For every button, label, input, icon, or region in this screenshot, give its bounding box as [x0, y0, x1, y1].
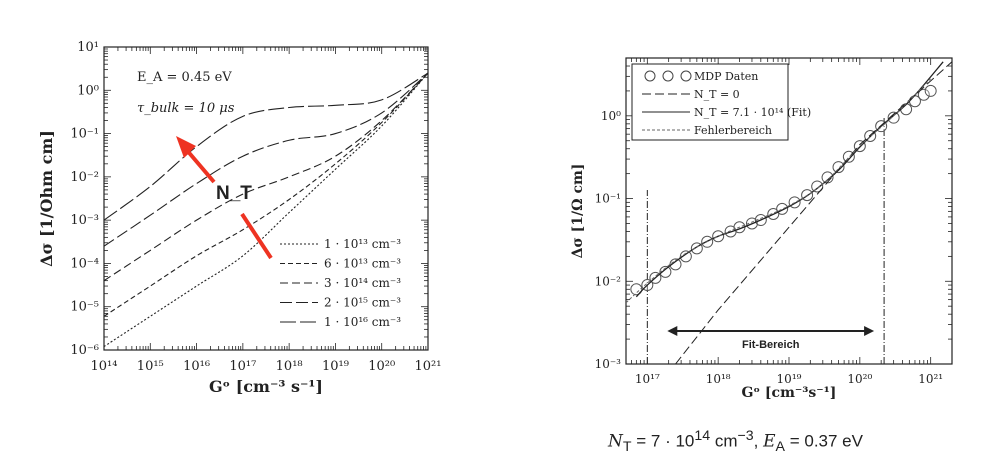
left-annotation-tau: τ_bulk = 10 μs	[137, 101, 235, 116]
right-data-point	[832, 161, 845, 174]
left-y-tick-label: 10⁻¹	[70, 127, 99, 142]
caption-nt: N	[608, 431, 623, 452]
right-series-line-1	[675, 61, 952, 364]
right-y-tick-label: 10⁻³	[595, 357, 622, 371]
right-legend: MDP Daten N_T = 0 N_T = 7.1 · 10¹⁴ (Fit) Fe…	[631, 63, 811, 141]
right-x-tick-label: 10¹⁹	[777, 372, 802, 386]
caption-nt-unit-exp: −3	[737, 428, 754, 444]
left-x-tick-label: 10¹⁴	[91, 359, 118, 374]
left-legend-label-3: 2 · 10¹⁵ cm⁻³	[324, 296, 401, 310]
right-legend-label-2: N_T = 7.1 · 10¹⁴ (Fit)	[694, 106, 811, 119]
right-panel: 10¹⁷ 10¹⁸ 10¹⁹ 10²⁰ 10²¹ 10⁻³ 10⁻² 10⁻¹ 10⁰ Gᵒ [c…	[570, 57, 953, 401]
left-ticks	[103, 46, 429, 351]
right-legend-marker	[662, 70, 674, 82]
right-series-line-3	[626, 78, 932, 304]
left-x-tick-label: 10¹⁷	[229, 359, 256, 374]
caption-nt-value: = 7 · 10	[631, 431, 695, 451]
left-x-tick-label: 10¹⁹	[322, 359, 349, 374]
left-annotation-nt: N_T	[216, 183, 252, 204]
right-x-tick-label: 10²⁰	[847, 372, 872, 386]
left-series-line-0	[104, 72, 428, 348]
left-y-tick-label: 10⁻³	[70, 213, 99, 228]
nt-arrow-lower-segment	[240, 212, 273, 260]
left-y-tick-label: 10⁻⁶	[70, 343, 99, 358]
right-data-point	[887, 111, 900, 124]
left-x-tick-label: 10²¹	[415, 359, 442, 374]
left-legend-label-0: 1 · 10¹³ cm⁻³	[324, 237, 401, 251]
left-y-axis-label: Δσ [1/Ohm cm]	[37, 130, 56, 267]
right-legend-marker	[680, 70, 692, 82]
nt-arrow	[176, 136, 273, 260]
right-data-point	[811, 180, 824, 193]
left-legend-label-2: 3 · 10¹⁴ cm⁻³	[324, 276, 401, 290]
caption-sep: ,	[753, 431, 764, 451]
left-y-tick-label: 10⁰	[77, 83, 99, 98]
right-legend-label-1: N_T = 0	[694, 88, 740, 101]
right-plot-area	[626, 61, 952, 364]
left-x-tick-label: 10¹⁵	[137, 359, 164, 374]
right-data-point	[669, 258, 682, 271]
caption-ea: E	[763, 431, 776, 452]
caption-nt-sub: T	[622, 439, 632, 456]
caption-ea-sub: A	[775, 439, 785, 456]
left-y-tick-label: 10⁻⁵	[70, 300, 99, 315]
right-legend-label-0: MDP Daten	[694, 70, 758, 83]
right-data-point	[659, 265, 672, 278]
right-x-tick-label: 10¹⁸	[706, 372, 731, 386]
right-data-point	[924, 84, 937, 97]
nt-arrow-head	[176, 136, 196, 158]
right-series-line-2	[635, 61, 944, 298]
fit-range-arrow-right-head	[864, 326, 875, 336]
right-y-tick-label: 10⁻²	[595, 274, 622, 288]
caption-nt-exp: 14	[694, 428, 711, 444]
left-series-line-4	[104, 72, 428, 221]
nt-arrow-upper-segment	[183, 146, 216, 184]
left-x-tick-label: 10¹⁶	[183, 359, 210, 374]
right-x-tick-label: 10¹⁷	[635, 372, 660, 386]
left-y-tick-label: 10⁻⁴	[70, 256, 99, 271]
right-ticks	[625, 57, 953, 365]
left-legend-label-1: 6 · 10¹³ cm⁻³	[324, 257, 401, 271]
left-y-tick-label: 10⁻²	[70, 170, 99, 185]
fit-range-label: Fit-Bereich	[742, 339, 800, 351]
right-x-axis-label: Gᵒ [cm⁻³s⁻¹]	[742, 385, 837, 401]
caption-ea-value: = 0.37 eV	[785, 431, 863, 451]
left-x-tick-label: 10²⁰	[368, 359, 395, 374]
caption-nt-unit: cm	[710, 431, 738, 451]
left-frame	[103, 46, 429, 351]
left-legend-label-4: 1 · 10¹⁶ cm⁻³	[324, 315, 401, 329]
right-data-point	[917, 88, 930, 101]
left-series-line-1	[104, 72, 428, 317]
left-panel: 10¹⁴ 10¹⁵ 10¹⁶ 10¹⁷ 10¹⁸ 10¹⁹ 10²⁰ 10²¹ 10⁻⁶ 10⁻⁵…	[37, 40, 441, 396]
left-legend: 1 · 10¹³ cm⁻³ 6 · 10¹³ cm⁻³ 3 · 10¹⁴ cm⁻³ 2…	[280, 237, 401, 329]
right-data-point	[900, 103, 913, 116]
right-y-tick-label: 10⁰	[601, 109, 621, 123]
left-x-tick-label: 10¹⁸	[276, 359, 303, 374]
right-data-point	[630, 283, 643, 296]
left-series-line-3	[104, 72, 428, 247]
right-y-axis-label: Δσ [1/Ω cm]	[570, 164, 586, 259]
left-x-axis-label: Gᵒ [cm⁻³ s⁻¹]	[209, 377, 323, 396]
right-y-tick-label: 10⁻¹	[595, 192, 621, 206]
fit-range-arrow-left-head	[667, 326, 678, 336]
right-legend-box	[631, 63, 789, 141]
right-legend-label-3: Fehlerbereich	[694, 124, 772, 137]
right-legend-marker	[644, 70, 656, 82]
left-series-line-2	[104, 72, 428, 282]
left-annotation-ea: E_A = 0.45 eV	[137, 70, 232, 85]
right-x-tick-label: 10²¹	[918, 372, 943, 386]
left-plot-area	[104, 72, 428, 348]
chart-caption: NT = 7 · 1014 cm−3, EA = 0.37 eV	[608, 428, 968, 455]
left-y-tick-label: 10¹	[77, 40, 99, 55]
